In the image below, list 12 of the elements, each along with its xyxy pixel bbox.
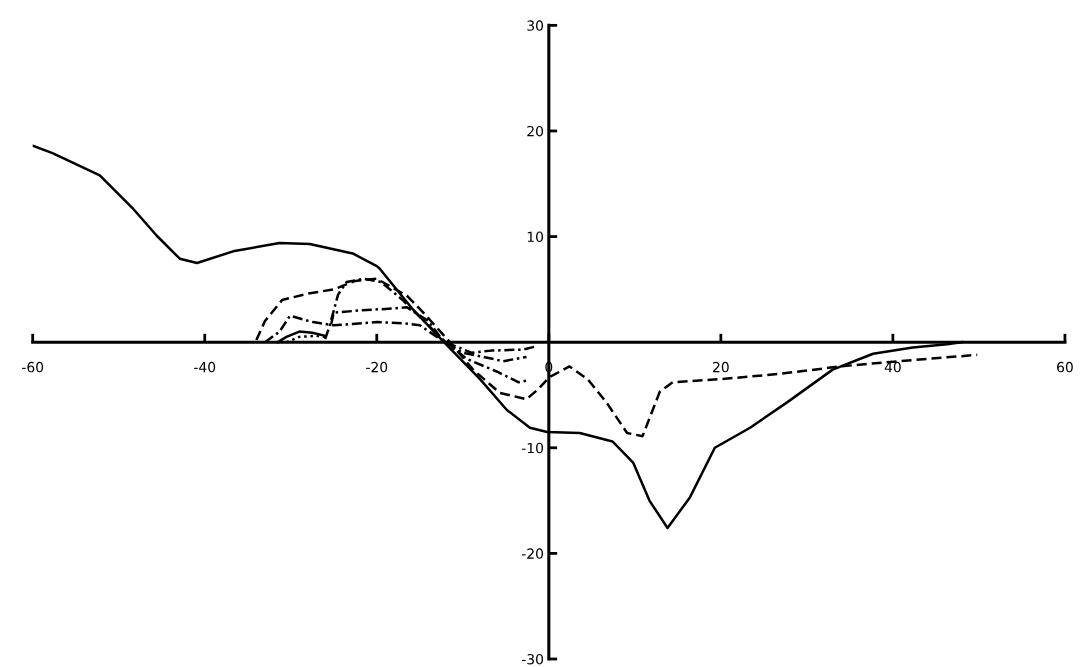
x-tick-label: 20 [713,361,729,373]
x-tick-label: -60 [22,361,44,373]
x-tick-label: 40 [884,361,901,373]
y-tick-label: 10 [527,231,544,243]
y-tick-label: -20 [521,548,544,559]
y-tick-label: -10 [521,442,544,454]
x-tick-label: -40 [194,361,216,373]
y-tick-label: -30 [521,653,544,665]
x-tick-label: -20 [366,361,388,373]
x-tick-label: 60 [1057,361,1073,373]
y-tick-label: 20 [527,125,544,137]
y-tick-label: 30 [527,20,544,31]
